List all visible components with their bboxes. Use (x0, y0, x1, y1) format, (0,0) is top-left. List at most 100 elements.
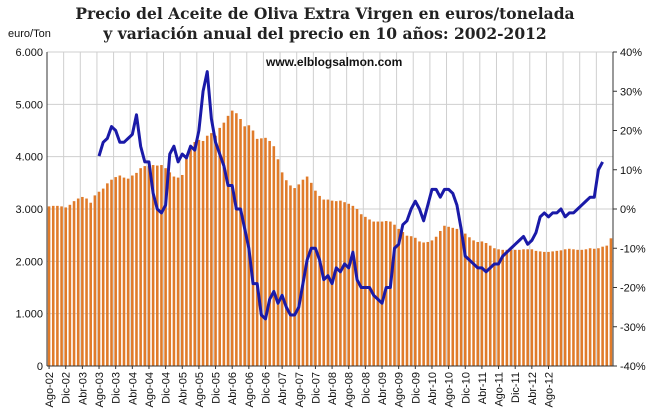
price-bar (139, 168, 142, 366)
price-bar (151, 165, 155, 366)
price-bar (484, 243, 488, 366)
y-tick-label: 5.000 (15, 99, 43, 111)
price-bar (518, 249, 521, 366)
axes: 0 1.000 2.000 3.000 4.000 5.000 6.000 -40% -30% -… (15, 47, 645, 407)
price-bar (534, 250, 538, 366)
price-bar (418, 241, 421, 366)
price-bar (430, 240, 434, 366)
y2-tick-label: 0% (620, 204, 636, 216)
x-tick-label: Abr-03 (77, 372, 89, 405)
price-bar (347, 203, 351, 366)
price-bar (501, 249, 504, 366)
x-tick-label: Abr-07 (277, 372, 289, 405)
price-bar (106, 183, 109, 366)
price-bar (588, 248, 592, 366)
price-bar (135, 172, 138, 366)
price-bar (509, 249, 513, 366)
x-tick-label: Ago-11 (494, 372, 506, 407)
price-bar (276, 159, 280, 366)
price-bar (334, 201, 338, 366)
price-bar (114, 177, 117, 366)
price-bar (505, 249, 509, 366)
price-bar (72, 201, 76, 366)
y2-tick-label: -20% (620, 283, 646, 295)
price-bar (197, 139, 201, 366)
price-bar (480, 241, 484, 366)
price-bar (318, 195, 321, 366)
price-bar (397, 228, 400, 366)
x-tick-label: Ago-04 (144, 372, 156, 407)
price-bar (513, 249, 517, 366)
x-tick-label: Ago-07 (294, 372, 306, 407)
price-bar (301, 179, 305, 366)
chart-title: Precio del Aceite de Oliva Extra Virgen … (75, 4, 575, 23)
price-bar (268, 140, 271, 366)
price-bar (101, 188, 105, 366)
price-bar (326, 199, 330, 366)
price-bar (64, 207, 68, 366)
price-bar (526, 249, 529, 366)
x-tick-label: Dic-11 (510, 372, 522, 403)
x-tick-label: Ago-08 (344, 372, 356, 407)
y2-tick-label: 10% (620, 165, 642, 177)
price-bar (472, 240, 475, 366)
price-bar (172, 176, 176, 366)
y2-tick-label: 30% (620, 86, 642, 98)
price-bar (364, 216, 367, 366)
price-bar (543, 251, 546, 366)
x-tick-label: Ago-02 (44, 372, 56, 407)
price-bar (180, 174, 184, 366)
x-tick-label: Dic-05 (211, 372, 223, 404)
price-bar (468, 237, 471, 366)
price-bar (426, 241, 430, 366)
price-bar (547, 251, 550, 366)
price-bar (601, 246, 604, 366)
left-axis-unit-label: euro/Ton (8, 28, 51, 40)
price-bar (551, 251, 554, 366)
price-bar (597, 248, 600, 366)
price-bar (414, 237, 417, 366)
x-tick-label: Dic-06 (260, 372, 272, 404)
price-bar (251, 130, 255, 366)
x-tick-label: Ago-05 (194, 372, 206, 407)
price-bar (205, 135, 209, 366)
price-bar (497, 249, 500, 366)
price-bar (93, 195, 97, 366)
price-bar (235, 113, 238, 366)
price-bars (47, 110, 613, 367)
price-bar (76, 198, 80, 366)
y2-tick-label: -30% (620, 322, 646, 334)
x-tick-label: Ago-06 (244, 372, 256, 407)
price-bar (592, 248, 596, 366)
price-bar (463, 233, 467, 366)
x-tick-label: Ago-09 (394, 372, 406, 407)
price-bar (609, 238, 613, 366)
price-bar (572, 249, 575, 366)
price-bar (422, 242, 425, 366)
price-bar (293, 188, 296, 366)
source-annotation: www.elblogsalmon.com (266, 55, 403, 69)
price-bar (297, 184, 301, 366)
y-tick-label: 2.000 (15, 256, 43, 268)
price-bar (580, 249, 584, 366)
y2-tick-label: -40% (620, 361, 646, 373)
x-tick-label: Dic-03 (111, 372, 123, 404)
price-bar (493, 248, 496, 366)
price-bar (118, 175, 122, 366)
price-bar (584, 249, 588, 366)
y2-tick-label: -10% (620, 243, 646, 255)
price-bar (156, 165, 159, 366)
price-bar (264, 137, 267, 366)
variation-line (97, 70, 604, 321)
price-bar (193, 142, 197, 366)
price-bar (201, 140, 205, 366)
price-bar (289, 185, 292, 366)
price-bar (339, 200, 342, 366)
price-bar (68, 204, 72, 366)
price-bar (260, 138, 263, 366)
price-bar (110, 179, 113, 366)
price-bar (355, 209, 359, 366)
price-bar (563, 249, 567, 366)
price-bar (226, 115, 230, 366)
